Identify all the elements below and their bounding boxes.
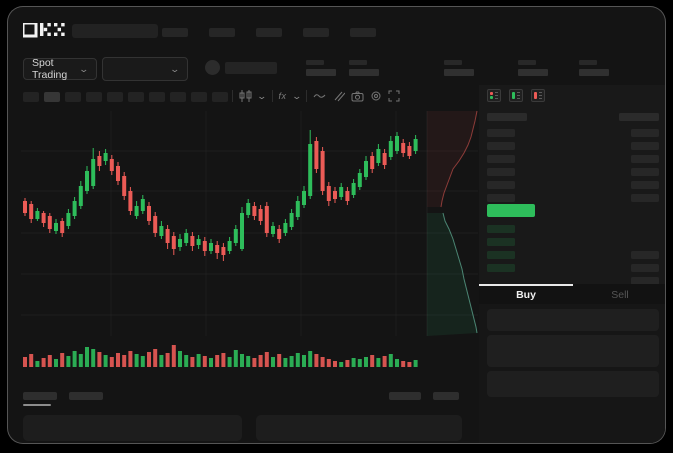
chart-tools: ⌄ fx ⌄	[232, 88, 400, 104]
okx-logo[interactable]	[23, 23, 67, 38]
chevron-down-icon[interactable]: ⌄	[256, 90, 268, 101]
top-nav	[162, 28, 376, 38]
timeframe-bar	[23, 91, 228, 102]
orderbook-row[interactable]	[487, 166, 659, 179]
draw-tools-icon[interactable]	[333, 90, 346, 102]
orderbook-row[interactable]	[487, 192, 659, 205]
panel-tab[interactable]	[389, 392, 421, 400]
pair-title-placeholder	[225, 62, 277, 74]
fullscreen-icon[interactable]	[388, 90, 400, 102]
orderbook-row[interactable]	[487, 223, 659, 236]
book-both-view-icon[interactable]	[487, 89, 501, 102]
chevron-down-icon: ⌄	[78, 63, 90, 74]
chevron-down-icon: ⌄	[169, 63, 181, 74]
timeframe-pill[interactable]	[191, 91, 207, 102]
last-price-badge[interactable]	[487, 204, 535, 217]
nav-item[interactable]	[162, 28, 188, 37]
divider	[306, 90, 308, 102]
market-type-label: Spot Trading	[32, 57, 68, 81]
chevron-down-icon[interactable]: ⌄	[291, 90, 302, 101]
timeframe-pill[interactable]	[107, 91, 123, 102]
orderbook-row[interactable]	[487, 262, 659, 275]
panel-tab[interactable]	[23, 392, 57, 400]
order-form	[479, 304, 665, 443]
candlestick-chart[interactable]	[21, 109, 479, 369]
timeframe-pill[interactable]	[65, 91, 81, 102]
info-panel	[256, 415, 462, 441]
orderbook-row[interactable]	[487, 140, 659, 153]
divider	[271, 90, 273, 102]
panel-tab[interactable]	[433, 392, 459, 400]
nav-item[interactable]	[350, 28, 376, 37]
app-window: Spot Trading ⌄ ⌄ ⌄ fx ⌄	[7, 6, 666, 444]
book-asks-view-icon[interactable]	[531, 89, 545, 102]
orderbook-row[interactable]	[487, 275, 659, 288]
fx-indicator-icon[interactable]: fx	[278, 91, 287, 101]
orderbook-row[interactable]	[487, 236, 659, 249]
order-input[interactable]	[487, 335, 659, 367]
timeframe-pill[interactable]	[212, 91, 228, 102]
orderbook-row[interactable]	[487, 249, 659, 262]
timeframe-pill[interactable]	[44, 91, 60, 102]
timeframe-pill[interactable]	[149, 91, 165, 102]
tab-sell[interactable]: Sell	[611, 289, 629, 301]
order-input[interactable]	[487, 309, 659, 331]
orderbook-view-toggles	[487, 89, 545, 102]
orderbook-row[interactable]	[487, 153, 659, 166]
order-input[interactable]	[487, 371, 659, 397]
stat-item	[444, 60, 474, 76]
search-input[interactable]	[72, 24, 158, 38]
orderbook-header	[487, 111, 659, 124]
settings-icon[interactable]	[370, 90, 382, 102]
candles-icon[interactable]	[239, 90, 252, 102]
camera-icon[interactable]	[351, 91, 364, 102]
trade-side-tabs: Buy Sell	[479, 284, 665, 304]
stat-item	[349, 60, 379, 76]
pair-select-dropdown[interactable]: ⌄	[102, 57, 188, 81]
nav-item[interactable]	[209, 28, 235, 37]
tab-buy[interactable]: Buy	[479, 284, 573, 304]
nav-item[interactable]	[303, 28, 329, 37]
orderbook-row[interactable]	[487, 127, 659, 140]
stat-item	[306, 60, 336, 76]
stat-item	[518, 60, 548, 76]
orderbook-panel: Buy Sell	[479, 85, 665, 443]
panel-tab[interactable]	[69, 392, 103, 400]
market-type-dropdown[interactable]: Spot Trading ⌄	[23, 57, 97, 81]
nav-item[interactable]	[256, 28, 282, 37]
timeframe-pill[interactable]	[170, 91, 186, 102]
coin-avatar	[205, 60, 220, 75]
timeframe-pill[interactable]	[128, 91, 144, 102]
line-wave-icon[interactable]	[313, 91, 327, 101]
divider	[232, 90, 233, 102]
orderbook-row[interactable]	[487, 179, 659, 192]
active-tab-underline	[23, 404, 51, 406]
timeframe-pill[interactable]	[23, 91, 39, 102]
stat-item	[579, 60, 609, 76]
timeframe-pill[interactable]	[86, 91, 102, 102]
book-bids-view-icon[interactable]	[509, 89, 523, 102]
info-panel	[23, 415, 242, 441]
